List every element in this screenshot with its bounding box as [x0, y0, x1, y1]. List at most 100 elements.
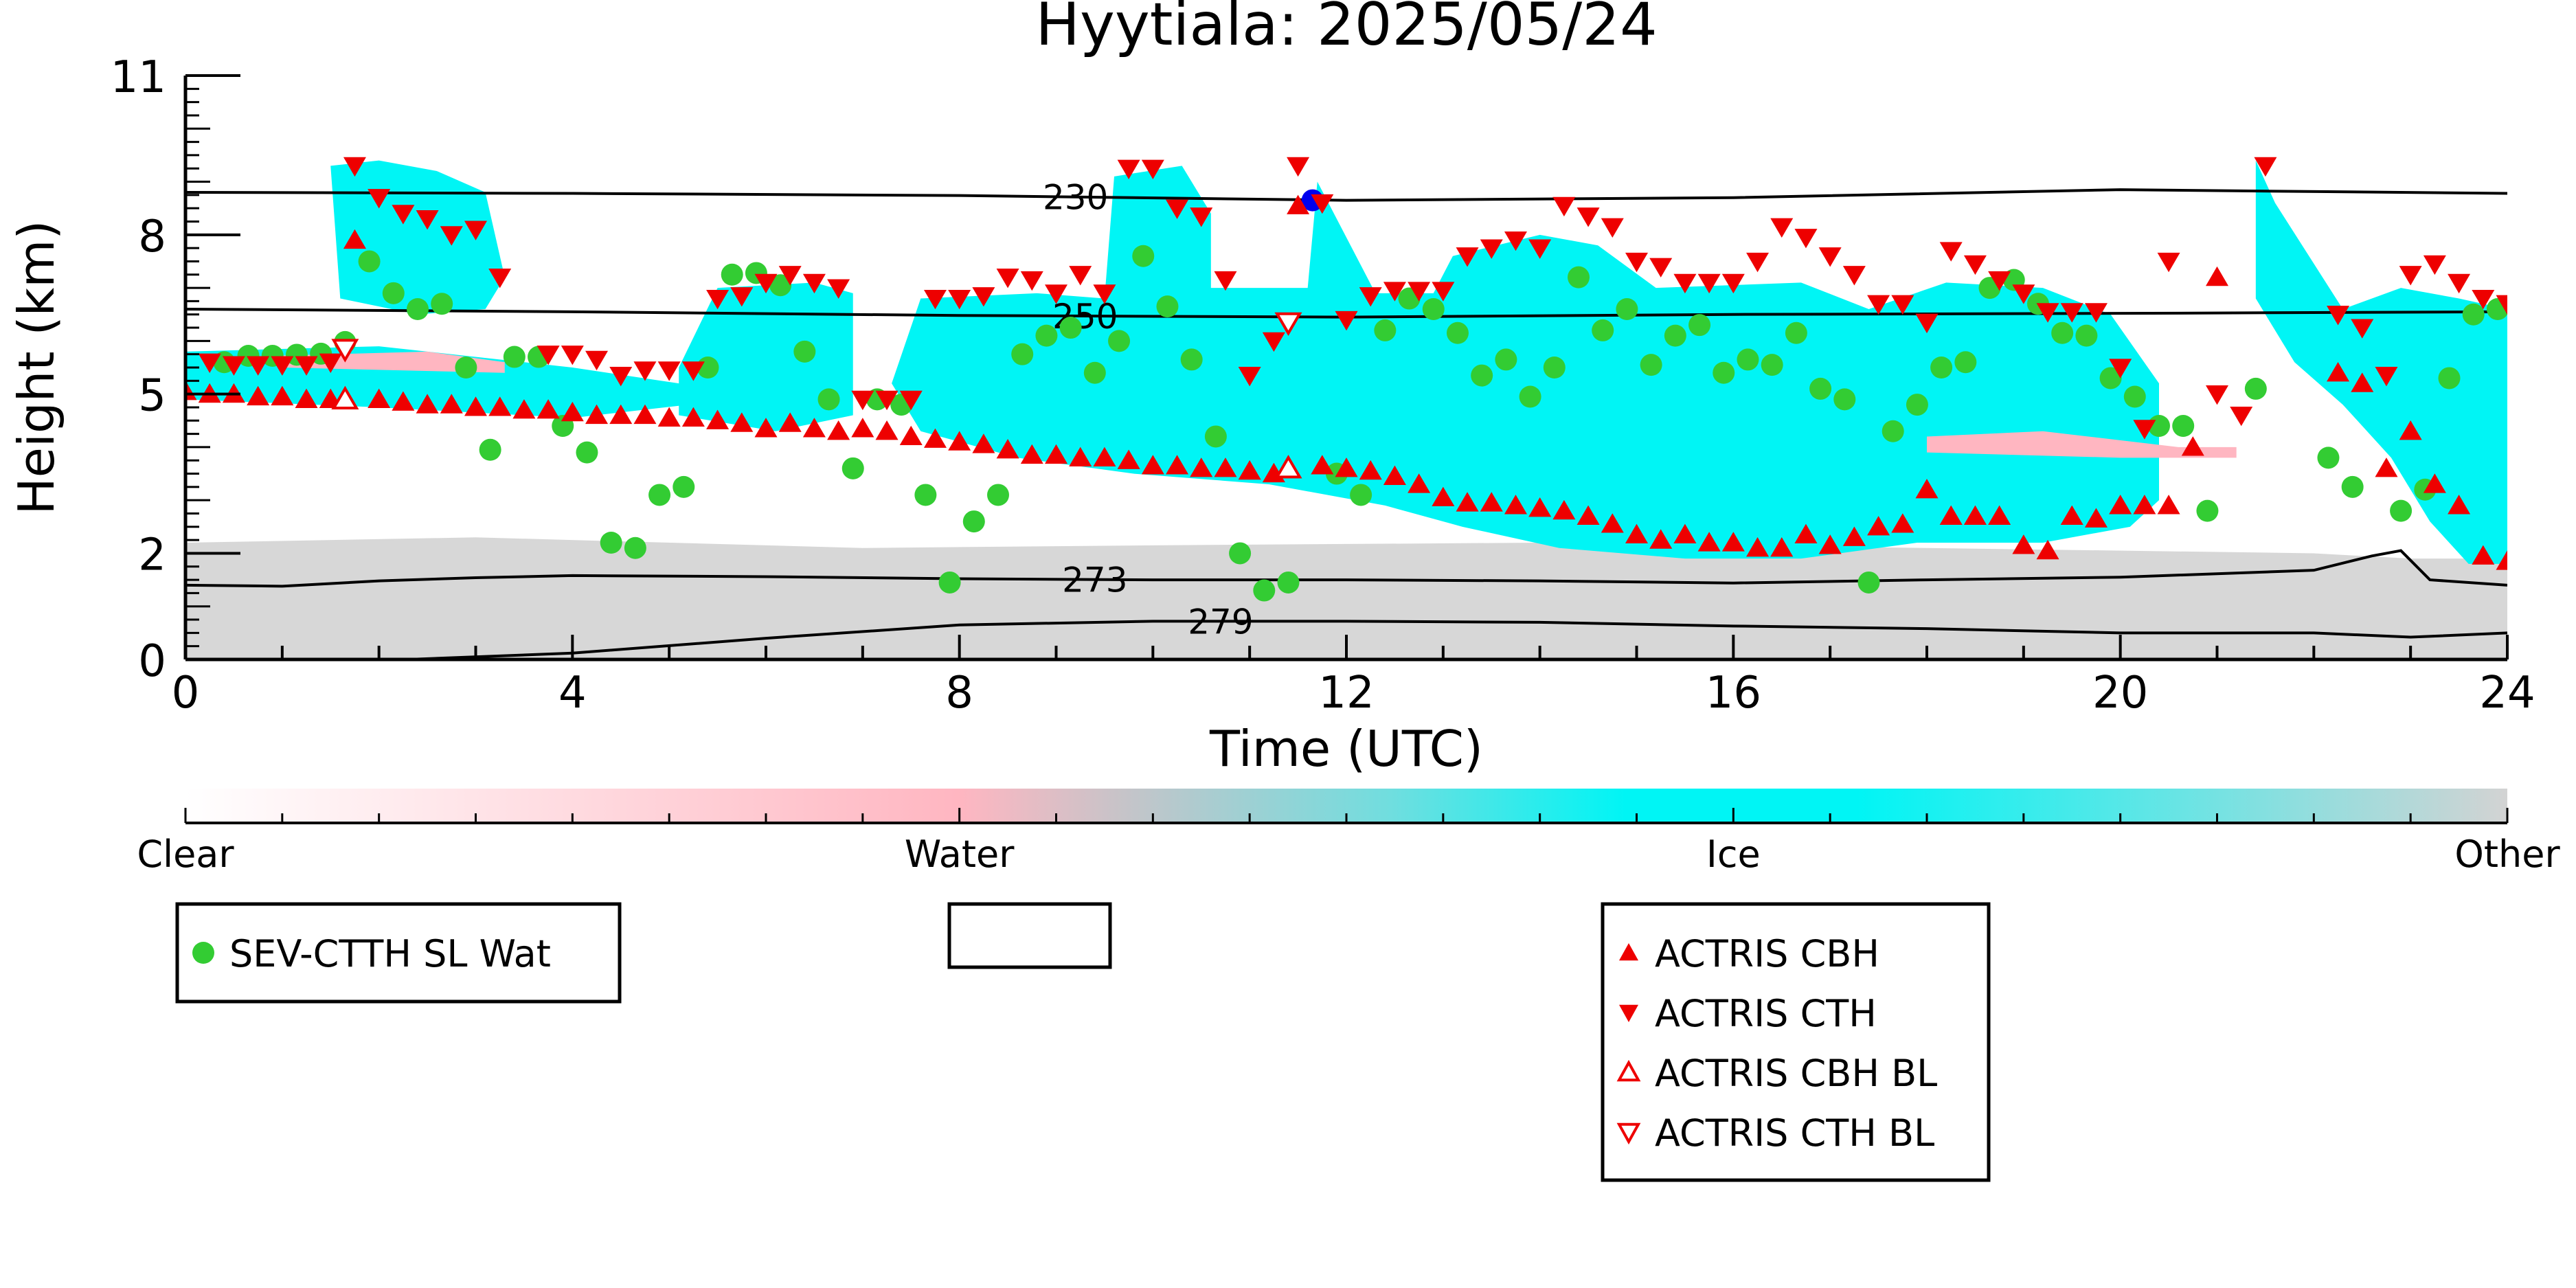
marker-sev-ctth-sl-wat [1446, 321, 1469, 344]
marker-actris-cbh [1649, 529, 1673, 549]
marker-actris-cbh [488, 396, 512, 416]
marker-actris-cth [802, 273, 826, 294]
cloud-region-ice [2255, 160, 2507, 564]
marker-sev-ctth-sl-wat [1519, 385, 1541, 408]
marker-actris-cth [464, 221, 487, 240]
marker-actris-cth [609, 366, 633, 387]
marker-actris-cth [730, 287, 754, 307]
marker-actris-cbh [1093, 447, 1116, 466]
marker-actris-cbh [1746, 536, 1770, 557]
marker-sev-ctth-sl-wat [1011, 343, 1034, 365]
marker-actris-cth [923, 289, 947, 310]
marker-actris-cth [1141, 159, 1164, 179]
marker-sev-ctth-sl-wat [1906, 394, 1928, 416]
marker-actris-cth [1867, 295, 1890, 315]
marker-sev-ctth-sl-wat [1495, 348, 1517, 371]
marker-sev-ctth-sl-wat [1253, 579, 1276, 602]
marker-sev-ctth-sl-wat [1277, 571, 1300, 594]
marker-sev-ctth-sl-wat [1059, 317, 1082, 339]
marker-actris-cbh [2327, 361, 2350, 382]
marker-actris-cth [851, 390, 874, 411]
marker-actris-cth [2036, 303, 2059, 323]
marker-actris-cth [416, 210, 439, 230]
legend-box-2 [947, 902, 1112, 969]
marker-sev-ctth-sl-wat [1132, 245, 1155, 267]
marker-actris-cbh [1697, 532, 1721, 552]
marker-actris-cbh [1673, 523, 1697, 544]
marker-layer [185, 157, 2507, 602]
marker-sev-ctth-sl-wat [2462, 303, 2485, 326]
marker-actris-cbh [681, 407, 705, 427]
marker-actris-cth [1770, 218, 1794, 238]
marker-actris-cth [1915, 313, 1939, 334]
marker-sev-ctth-sl-wat [479, 438, 501, 461]
marker-actris-cbh [1359, 460, 1382, 480]
marker-sev-ctth-sl-wat [914, 484, 937, 506]
marker-actris-cth [657, 361, 681, 381]
legend-frame [1601, 902, 1991, 1182]
cloud-region-ice [892, 166, 2159, 559]
marker-sev-ctth-sl-wat [1471, 364, 1493, 387]
colorbar-labels: Clear Water Ice Other [137, 833, 2560, 876]
marker-actris-cbh [536, 399, 560, 419]
marker-sev-ctth-sl-wat [987, 484, 1009, 506]
marker-sev-ctth-sl-wat [2390, 499, 2413, 522]
marker-actris-cth [1311, 194, 1334, 214]
marker-sev-ctth-sl-wat [1882, 420, 1904, 442]
legend-frame [175, 902, 622, 1004]
marker-actris-cbh [1818, 534, 1842, 554]
marker-sev-ctth-sl-wat [1592, 319, 1614, 341]
marker-actris-cbh [1335, 457, 1358, 477]
marker-actris-cbh [2423, 473, 2446, 493]
axes: 0 4 8 12 16 20 24 0 2 5 8 11 [111, 52, 2535, 719]
marker-actris-cth [1480, 239, 1503, 259]
marker-actris-cth [247, 356, 270, 376]
marker-actris-cth [319, 353, 342, 374]
marker-sev-ctth-sl-wat [1083, 361, 1106, 384]
marker-actris-cth [2109, 359, 2132, 379]
marker-actris-cbh [416, 394, 439, 414]
marker-actris-cth [2206, 385, 2228, 405]
legend-entry-label: ACTRIS CBH [1655, 932, 1879, 975]
marker-actris-cbh [1045, 444, 1067, 464]
legend-entry-label: ACTRIS CBH BL [1655, 1052, 1937, 1095]
marker-sev-ctth-sl-wat [793, 340, 816, 363]
marker-actris-cbh [923, 428, 947, 448]
marker-actris-cth-bl [1274, 312, 1302, 337]
marker-sev-ctth-sl-wat [1640, 354, 1662, 376]
marker-actris-cbh [706, 409, 730, 429]
marker-sev-ctth-sl-wat [1350, 484, 1372, 506]
marker-actris-cbh [1408, 473, 1431, 493]
marker-actris-cbh [1480, 492, 1503, 512]
marker-actris-cbh [996, 439, 1019, 459]
marker-actris-cth [827, 279, 850, 299]
marker-actris-cbh [1721, 532, 1745, 552]
marker-actris-cth [1359, 287, 1382, 307]
cloud-region-water [1927, 431, 2237, 458]
marker-actris-cth [1117, 159, 1140, 179]
marker-actris-cth [633, 361, 657, 381]
marker-actris-cth [754, 273, 778, 294]
x-tick-label: 8 [945, 668, 973, 719]
marker-sev-ctth-sl-wat [1374, 319, 1397, 341]
marker-actris-cbh [1842, 526, 1866, 546]
marker-sev-ctth-sl-wat [1833, 388, 1856, 411]
isotherm-line-230 [185, 188, 2507, 202]
marker-actris-cth [706, 289, 730, 310]
x-axis-label: Time (UTC) [1209, 720, 1483, 778]
marker-actris-cth [1335, 310, 1358, 331]
marker-sev-ctth-sl-wat [431, 293, 453, 315]
marker-actris-cth [1697, 273, 1721, 294]
marker-actris-cth [295, 356, 318, 376]
marker-actris-cbh [2448, 495, 2471, 515]
marker-sev-ctth-sl-wat [2099, 367, 2122, 389]
marker-actris-cbh [1528, 497, 1552, 517]
legend-frame [947, 902, 1112, 969]
marker-sev-ctth-sl-wat [382, 282, 405, 304]
marker-sev-ctth-sl-wat [2075, 324, 2098, 347]
marker-actris-cth [1721, 273, 1745, 294]
marker-sev-ctth-sl-wat [2051, 321, 2074, 344]
y-axis-label: Height (km) [8, 221, 65, 515]
marker-actris-cth [2254, 157, 2277, 177]
